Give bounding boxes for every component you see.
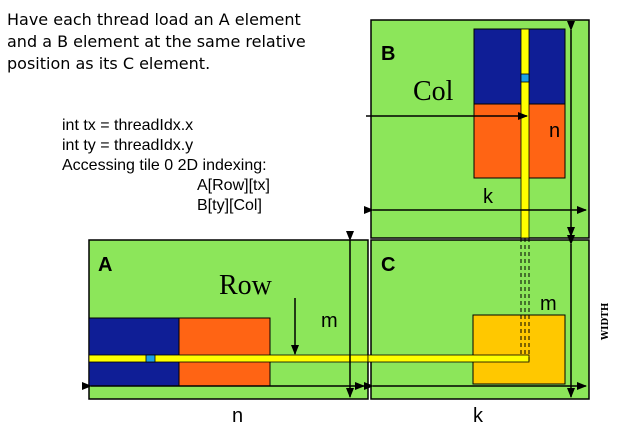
code-line-ty: int ty = threadIdx.y bbox=[62, 137, 194, 154]
b-k-label: k bbox=[483, 186, 494, 208]
code-line-b-index: B[ty][Col] bbox=[197, 197, 262, 214]
matrix-b-tile-blue bbox=[473, 28, 566, 105]
code-line-a-index: A[Row][tx] bbox=[197, 177, 270, 194]
matrix-b-col-strip bbox=[520, 28, 530, 239]
code-line-tx: int tx = threadIdx.x bbox=[62, 117, 194, 134]
matrix-a-tile-orange bbox=[178, 317, 271, 387]
col-label: Col bbox=[413, 76, 454, 107]
a-n-label: n bbox=[232, 405, 243, 427]
code-line-tile-access: Accessing tile 0 2D indexing: bbox=[62, 157, 267, 174]
matrix-a-row-strip bbox=[88, 354, 369, 363]
c-k-label: k bbox=[473, 405, 484, 427]
intro-text: Have each thread load an A element and a… bbox=[7, 10, 306, 73]
matrix-b-label: B bbox=[381, 43, 395, 65]
matrix-c-label: C bbox=[381, 254, 395, 276]
a-m-label: m bbox=[321, 310, 338, 332]
matrix-a-tile-blue bbox=[88, 317, 180, 387]
matrix-a-label: A bbox=[98, 254, 112, 276]
c-strip-continuation bbox=[367, 354, 530, 363]
code-snippet: int tx = threadIdx.x int ty = threadIdx.… bbox=[62, 116, 270, 216]
c-m-label: m bbox=[540, 293, 557, 315]
b-n-label: n bbox=[549, 120, 560, 142]
matrix-c-tile bbox=[472, 314, 566, 385]
matrix-b-element-marker bbox=[520, 73, 530, 83]
width-side-label: WIDTH bbox=[601, 302, 611, 340]
row-label: Row bbox=[219, 270, 273, 301]
matrix-a-element-marker bbox=[145, 354, 156, 363]
